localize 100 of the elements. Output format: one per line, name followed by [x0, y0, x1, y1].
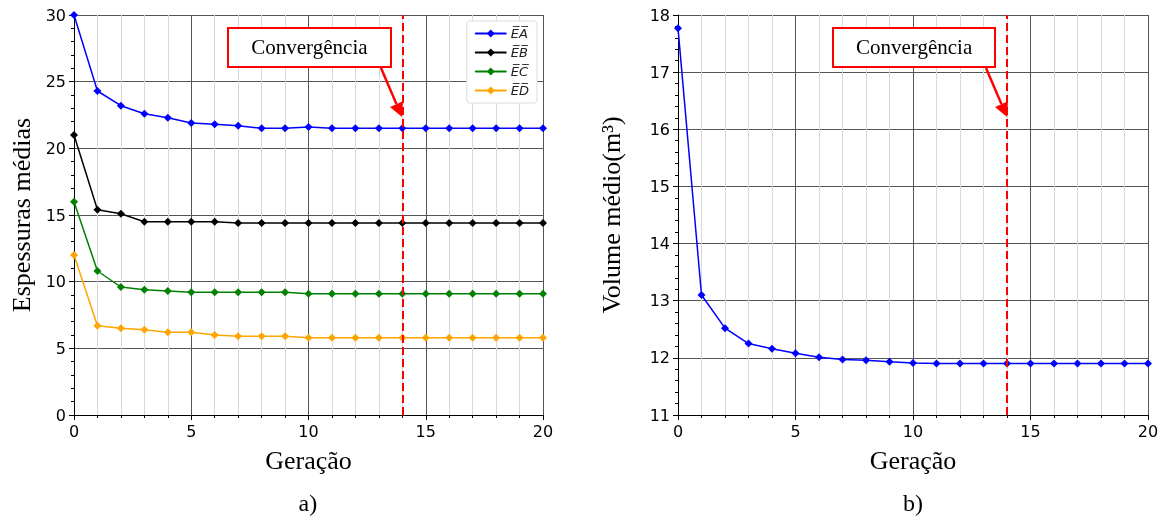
point: [515, 289, 524, 298]
point: [1050, 359, 1058, 368]
y-axis-title: Espessuras médias: [6, 117, 36, 313]
x-tick-label: 5: [186, 421, 197, 441]
point: [885, 357, 894, 366]
point: [116, 101, 125, 110]
point: [351, 124, 360, 133]
point: [93, 267, 102, 275]
point: [163, 113, 172, 122]
point: [257, 219, 266, 227]
y-tick-label: 15: [649, 176, 670, 196]
point: [909, 359, 917, 367]
annotation: Convergência: [227, 27, 392, 68]
point: [515, 219, 524, 227]
point: [163, 328, 172, 337]
point: [257, 288, 266, 297]
x-tick-label: 20: [532, 421, 554, 441]
point: [421, 219, 430, 227]
point: [327, 289, 336, 298]
point: [234, 332, 243, 341]
point: [210, 331, 219, 339]
point: [539, 289, 547, 298]
x-tick-label: 15: [1020, 421, 1041, 441]
point: [468, 219, 477, 227]
point: [93, 87, 102, 95]
point: [697, 291, 706, 299]
point: [351, 289, 360, 298]
point: [445, 219, 454, 227]
point: [116, 283, 125, 291]
point: [187, 217, 196, 226]
point: [421, 124, 430, 133]
y-tick-label: 30: [45, 5, 66, 25]
y-tick-label: 15: [45, 205, 66, 225]
point: [187, 119, 196, 127]
point: [468, 289, 477, 298]
y-tick-label: 11: [649, 405, 670, 425]
y-tick-label: 14: [649, 234, 670, 254]
point: [374, 333, 383, 342]
point: [374, 219, 383, 227]
legend-label: E̅D̅: [510, 82, 530, 98]
point: [421, 333, 430, 342]
point: [492, 289, 501, 298]
point: [374, 289, 383, 298]
point: [327, 219, 336, 227]
legend-label: E̅C̅: [510, 63, 530, 79]
point: [421, 289, 430, 298]
point: [234, 219, 243, 227]
point: [327, 333, 336, 342]
point: [468, 333, 477, 342]
x-axis-title: Geração: [869, 445, 957, 475]
point: [140, 217, 149, 226]
point: [116, 209, 125, 218]
point: [492, 333, 501, 342]
x-tick-label: 15: [415, 421, 436, 441]
y-tick-label: 5: [55, 338, 66, 358]
point: [932, 359, 941, 368]
point: [979, 359, 988, 368]
y-tick-label: 18: [649, 5, 670, 25]
point: [515, 124, 524, 133]
point: [281, 124, 290, 133]
y-tick-label: 12: [649, 348, 670, 368]
point: [445, 333, 454, 342]
point: [116, 324, 125, 333]
point: [70, 197, 78, 206]
point: [163, 217, 172, 226]
y-tick-label: 10: [45, 272, 66, 292]
point: [234, 288, 243, 297]
point: [351, 333, 360, 342]
point: [140, 109, 149, 118]
x-tick-label: 0: [68, 421, 80, 441]
point: [1120, 359, 1129, 368]
legend-label: E̅B̅: [510, 44, 530, 60]
point: [281, 332, 290, 341]
point: [140, 325, 149, 334]
point: [721, 324, 729, 333]
point: [93, 321, 102, 330]
point: [304, 289, 313, 298]
point: [445, 124, 454, 133]
point: [768, 344, 776, 353]
point: [1144, 359, 1152, 368]
point: [1097, 359, 1105, 368]
point: [862, 356, 870, 365]
text: a): [298, 490, 318, 517]
point: [304, 333, 313, 342]
y-axis-title: Volume médio(m³): [596, 116, 626, 314]
point: [744, 339, 753, 348]
point: [257, 332, 266, 341]
y-tick-label: 13: [649, 291, 670, 311]
y-tick-label: 25: [45, 72, 66, 92]
point: [210, 217, 219, 226]
point: [374, 124, 383, 133]
point: [281, 288, 290, 297]
point: [187, 328, 196, 337]
x-tick-label: 10: [902, 421, 924, 441]
point: [956, 359, 964, 368]
x-axis-title: Geração: [265, 445, 352, 475]
x-tick-label: 20: [1137, 421, 1159, 441]
point: [539, 333, 547, 342]
point: [304, 219, 313, 227]
point: [351, 219, 360, 227]
